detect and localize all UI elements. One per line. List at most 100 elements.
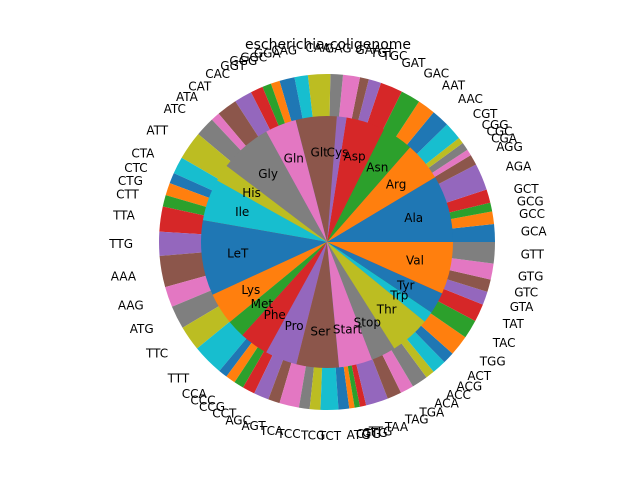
- outer-label-aga: AGA: [506, 160, 532, 174]
- inner-label-gly: Gly: [258, 167, 278, 181]
- inner-slice-ile: [202, 180, 327, 242]
- outer-label-ccg: CCG: [199, 400, 225, 414]
- outer-label-cct: CCT: [212, 407, 237, 421]
- outer-label-cca: CCA: [182, 387, 208, 401]
- inner-slice-arg: [327, 147, 436, 242]
- outer-label-gtg: GTG: [518, 269, 544, 283]
- outer-label-att: ATT: [146, 124, 168, 138]
- inner-label-thr: Thr: [376, 302, 397, 316]
- inner-slice-his: [217, 166, 327, 242]
- outer-label-atg: ATG: [130, 322, 154, 336]
- inner-label-tyr: Tyr: [396, 279, 415, 293]
- outer-label-tag: TAG: [404, 413, 429, 427]
- outer-label-gca: GCA: [521, 225, 548, 239]
- outer-label-cga: CGA: [491, 132, 518, 146]
- inner-label-asp: Asp: [344, 149, 366, 163]
- outer-label-atc: ATC: [164, 102, 186, 116]
- outer-label-gta: GTA: [510, 300, 534, 314]
- outer-label-ctc: CTC: [124, 161, 147, 175]
- outer-label-gcc: GCC: [519, 207, 545, 221]
- inner-label-start: Start: [333, 323, 363, 337]
- outer-label-tcc: TCC: [276, 427, 300, 441]
- outer-label-gga: GGA: [254, 47, 282, 61]
- outer-label-tgg: TGG: [479, 355, 506, 369]
- inner-slice-val: [327, 242, 454, 294]
- inner-slice-met: [229, 242, 327, 336]
- outer-label-gtc: GTC: [514, 286, 538, 300]
- outer-label-cag: CAG: [271, 43, 297, 57]
- inner-label-let: LeT: [227, 247, 249, 261]
- outer-label-atg: ATG: [347, 428, 371, 442]
- outer-label-gcg: GCG: [517, 195, 544, 209]
- outer-label-tta: TTA: [112, 208, 136, 222]
- outer-label-agc: AGC: [225, 414, 251, 428]
- outer-label-agt: AGT: [241, 419, 266, 433]
- inner-pie: [200, 115, 454, 368]
- inner-slice-thr: [327, 242, 425, 349]
- inner-label-his: His: [242, 186, 261, 200]
- inner-label-ser: Ser: [310, 325, 330, 339]
- outer-label-tcg: TCG: [300, 429, 325, 443]
- outer-label-tat: TAT: [502, 317, 525, 331]
- outer-label-ttc: TTC: [145, 346, 168, 360]
- outer-label-ctt: CTT: [116, 187, 139, 201]
- inner-slice-glt: [295, 115, 337, 242]
- outer-label-tgt: TGT: [369, 46, 394, 60]
- inner-slice-cys: [327, 116, 347, 242]
- outer-label-acg: ACG: [457, 379, 483, 393]
- inner-label-gln: Gln: [284, 151, 304, 165]
- outer-label-tct: TCT: [318, 429, 342, 443]
- outer-label-ctg: CTG: [118, 174, 143, 188]
- inner-slice-start: [327, 242, 373, 368]
- outer-label-tac: TAC: [492, 336, 516, 350]
- inner-slice-trp: [327, 242, 432, 322]
- outer-label-gtt: GTT: [521, 248, 545, 262]
- inner-label-trp: Trp: [389, 289, 408, 303]
- inner-slice-let: [200, 220, 327, 295]
- outer-label-ttg: TTG: [108, 237, 133, 251]
- outer-label-gac: GAC: [424, 67, 450, 81]
- inner-label-cys: Cys: [327, 146, 349, 160]
- outer-label-aaa: AAA: [111, 269, 137, 283]
- outer-label-gtg: GTG: [362, 426, 388, 440]
- inner-slice-phe: [242, 242, 327, 353]
- inner-slice-asn: [327, 129, 411, 242]
- outer-label-gag: GAG: [325, 41, 352, 55]
- outer-label-gat: GAT: [402, 56, 427, 70]
- outer-label-aca: ACA: [434, 397, 459, 411]
- outer-label-ggc: GGC: [240, 51, 267, 65]
- outer-label-ctg: CTG: [356, 427, 381, 441]
- outer-label-tgc: TGC: [381, 49, 407, 63]
- outer-label-acc: ACC: [446, 388, 471, 402]
- outer-label-gct: GCT: [514, 182, 540, 196]
- inner-label-stop: Stop: [354, 316, 381, 330]
- outer-label-cgg: CGG: [482, 118, 509, 132]
- inner-slice-gly: [226, 131, 327, 242]
- outer-label-gaa: GAA: [355, 43, 382, 57]
- outer-label-agg: AGG: [496, 140, 523, 154]
- inner-label-asn: Asn: [366, 160, 388, 174]
- inner-slice-gln: [266, 119, 327, 242]
- inner-label-met: Met: [251, 297, 274, 311]
- inner-label-arg: Arg: [386, 177, 407, 191]
- outer-label-ggt: GGT: [220, 59, 246, 73]
- inner-label-lys: Lys: [241, 283, 260, 297]
- outer-label-aac: AAC: [458, 92, 483, 106]
- outer-label-ttt: TTT: [167, 372, 190, 386]
- outer-label-ttg: TTG: [368, 425, 393, 439]
- chart-title: escherichia-coligenome: [245, 37, 411, 53]
- outer-label-cta: CTA: [131, 147, 155, 161]
- inner-slice-tyr: [327, 242, 443, 313]
- outer-label-tga: TGA: [418, 406, 445, 420]
- outer-label-ggg: GGG: [229, 54, 257, 68]
- outer-label-taa: TAA: [384, 420, 409, 434]
- outer-label-ccc: CCC: [190, 394, 215, 408]
- outer-labels: GCAGCCGCGGCTAGAAGGCGACGCCGGCGTAACAATGACG…: [108, 41, 547, 443]
- inner-label-ala: Ala: [404, 211, 423, 225]
- outer-label-ata: ATA: [176, 90, 199, 104]
- outer-label-tca: TCA: [259, 424, 284, 438]
- outer-label-caa: CAA: [305, 41, 331, 55]
- inner-slice-pro: [266, 242, 327, 365]
- inner-slice-asp: [327, 117, 384, 242]
